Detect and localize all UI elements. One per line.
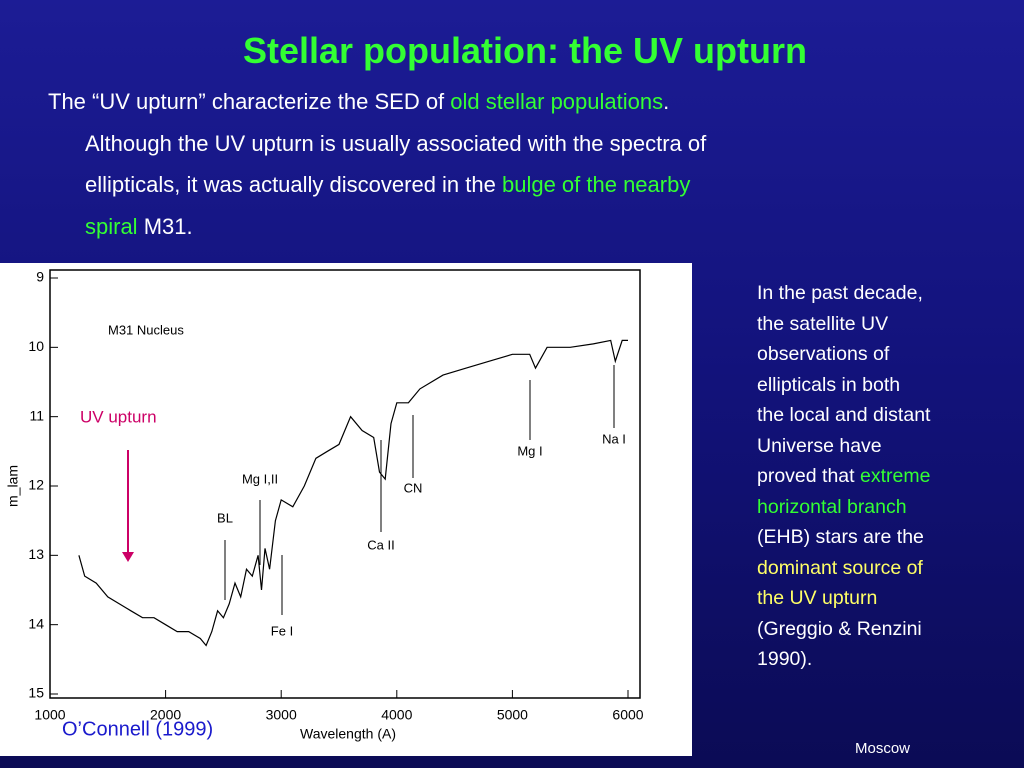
figure-background [0, 263, 692, 756]
x-tick-label: 3000 [266, 707, 297, 723]
text-span: ellipticals in both [757, 373, 901, 396]
y-tick-label: 9 [36, 269, 44, 285]
slide-title: Stellar population: the UV upturn [243, 30, 807, 71]
x-tick-label: 1000 [34, 707, 65, 723]
spectrum-line [78, 339, 628, 647]
text-line: dominant source of [757, 557, 923, 580]
y-tick-label: 15 [28, 685, 44, 701]
text-span: ellipticals, it was actually discovered … [85, 172, 502, 197]
text-line: In the past decade, [757, 282, 923, 305]
series-name: M31 Nucleus [108, 322, 184, 337]
text-span: Universe have [757, 434, 882, 457]
text-line: the local and distant [757, 404, 930, 427]
y-tick-label: 14 [28, 615, 44, 631]
text-line: (Greggio & Renzini [757, 618, 922, 641]
text-span: observations of [757, 343, 890, 365]
x-axis-label: Wavelength (A) [300, 726, 396, 742]
annotation-label: Na I [602, 431, 626, 446]
text-span: . [663, 89, 670, 114]
annotation-label: BL [217, 510, 233, 525]
text-span: The “UV upturn” characterize the SED of [48, 89, 451, 114]
text-span: extreme [859, 465, 931, 487]
text-span: dominant source of [757, 556, 923, 579]
text-span: the local and distant [757, 404, 931, 426]
annotation-label: Mg I [517, 443, 542, 458]
y-tick-label: 12 [28, 477, 44, 493]
text-span: bulge of the nearby [501, 172, 691, 197]
plot-frame [49, 269, 641, 699]
x-tick-label: 2000 [150, 707, 181, 723]
y-tick-label: 11 [29, 407, 44, 423]
figure: 1000 2000 3000 4000 5000 6000 9 10 11 12 13 14 15 Wav… [0, 263, 692, 756]
text-line: 1990). [757, 648, 812, 671]
text-span: (EHB) stars are the [757, 526, 924, 548]
text-line: (EHB) stars are the [757, 526, 924, 549]
text-line: observations of [757, 343, 889, 366]
footer-place: Moscow [855, 740, 911, 757]
text-line: Universe have [757, 435, 882, 458]
text-span: 1990). [757, 648, 813, 670]
text-span: Although the UV upturn is usually associ… [85, 130, 707, 156]
annotation-label: Mg I,II [242, 471, 278, 486]
text-line: the UV upturn [757, 587, 877, 610]
annotation-label: Ca II [367, 537, 394, 552]
annotation-label: CN [404, 480, 423, 495]
y-tick-label: 10 [28, 338, 44, 354]
y-tick-label: 13 [28, 546, 44, 562]
x-tick-label: 5000 [497, 707, 528, 723]
text-span: In the past decade, [757, 282, 923, 304]
upturn-arrowhead [122, 552, 134, 562]
text-line: The “UV upturn” characterize the SED of … [48, 89, 669, 115]
text-line: proved that extreme [757, 465, 930, 488]
text-line: the satellite UV [757, 313, 888, 336]
text-span: old stellar populations [450, 89, 664, 114]
text-span: spiral [85, 213, 138, 239]
text-span: (Greggio & Renzini [757, 617, 922, 640]
text-span: the satellite UV [757, 312, 889, 335]
text-span: horizontal branch [757, 495, 907, 518]
text-line: spiral M31. [85, 214, 193, 240]
text-line: ellipticals, it was actually discovered … [85, 172, 690, 198]
upturn-label: UV upturn [80, 407, 157, 426]
text-line: ellipticals in both [757, 374, 900, 397]
text-line: Although the UV upturn is usually associ… [85, 131, 706, 157]
text-span: the UV upturn [757, 587, 878, 609]
annotation-label: Fe I [271, 623, 293, 638]
text-span: M31. [137, 213, 193, 239]
text-span: proved that [757, 465, 860, 487]
text-line: horizontal branch [757, 496, 907, 519]
x-tick-label: 6000 [612, 707, 643, 723]
credit: O’Connell (1999) [62, 718, 213, 740]
y-axis-label: m_lam [5, 465, 21, 507]
x-tick-label: 4000 [381, 707, 412, 723]
